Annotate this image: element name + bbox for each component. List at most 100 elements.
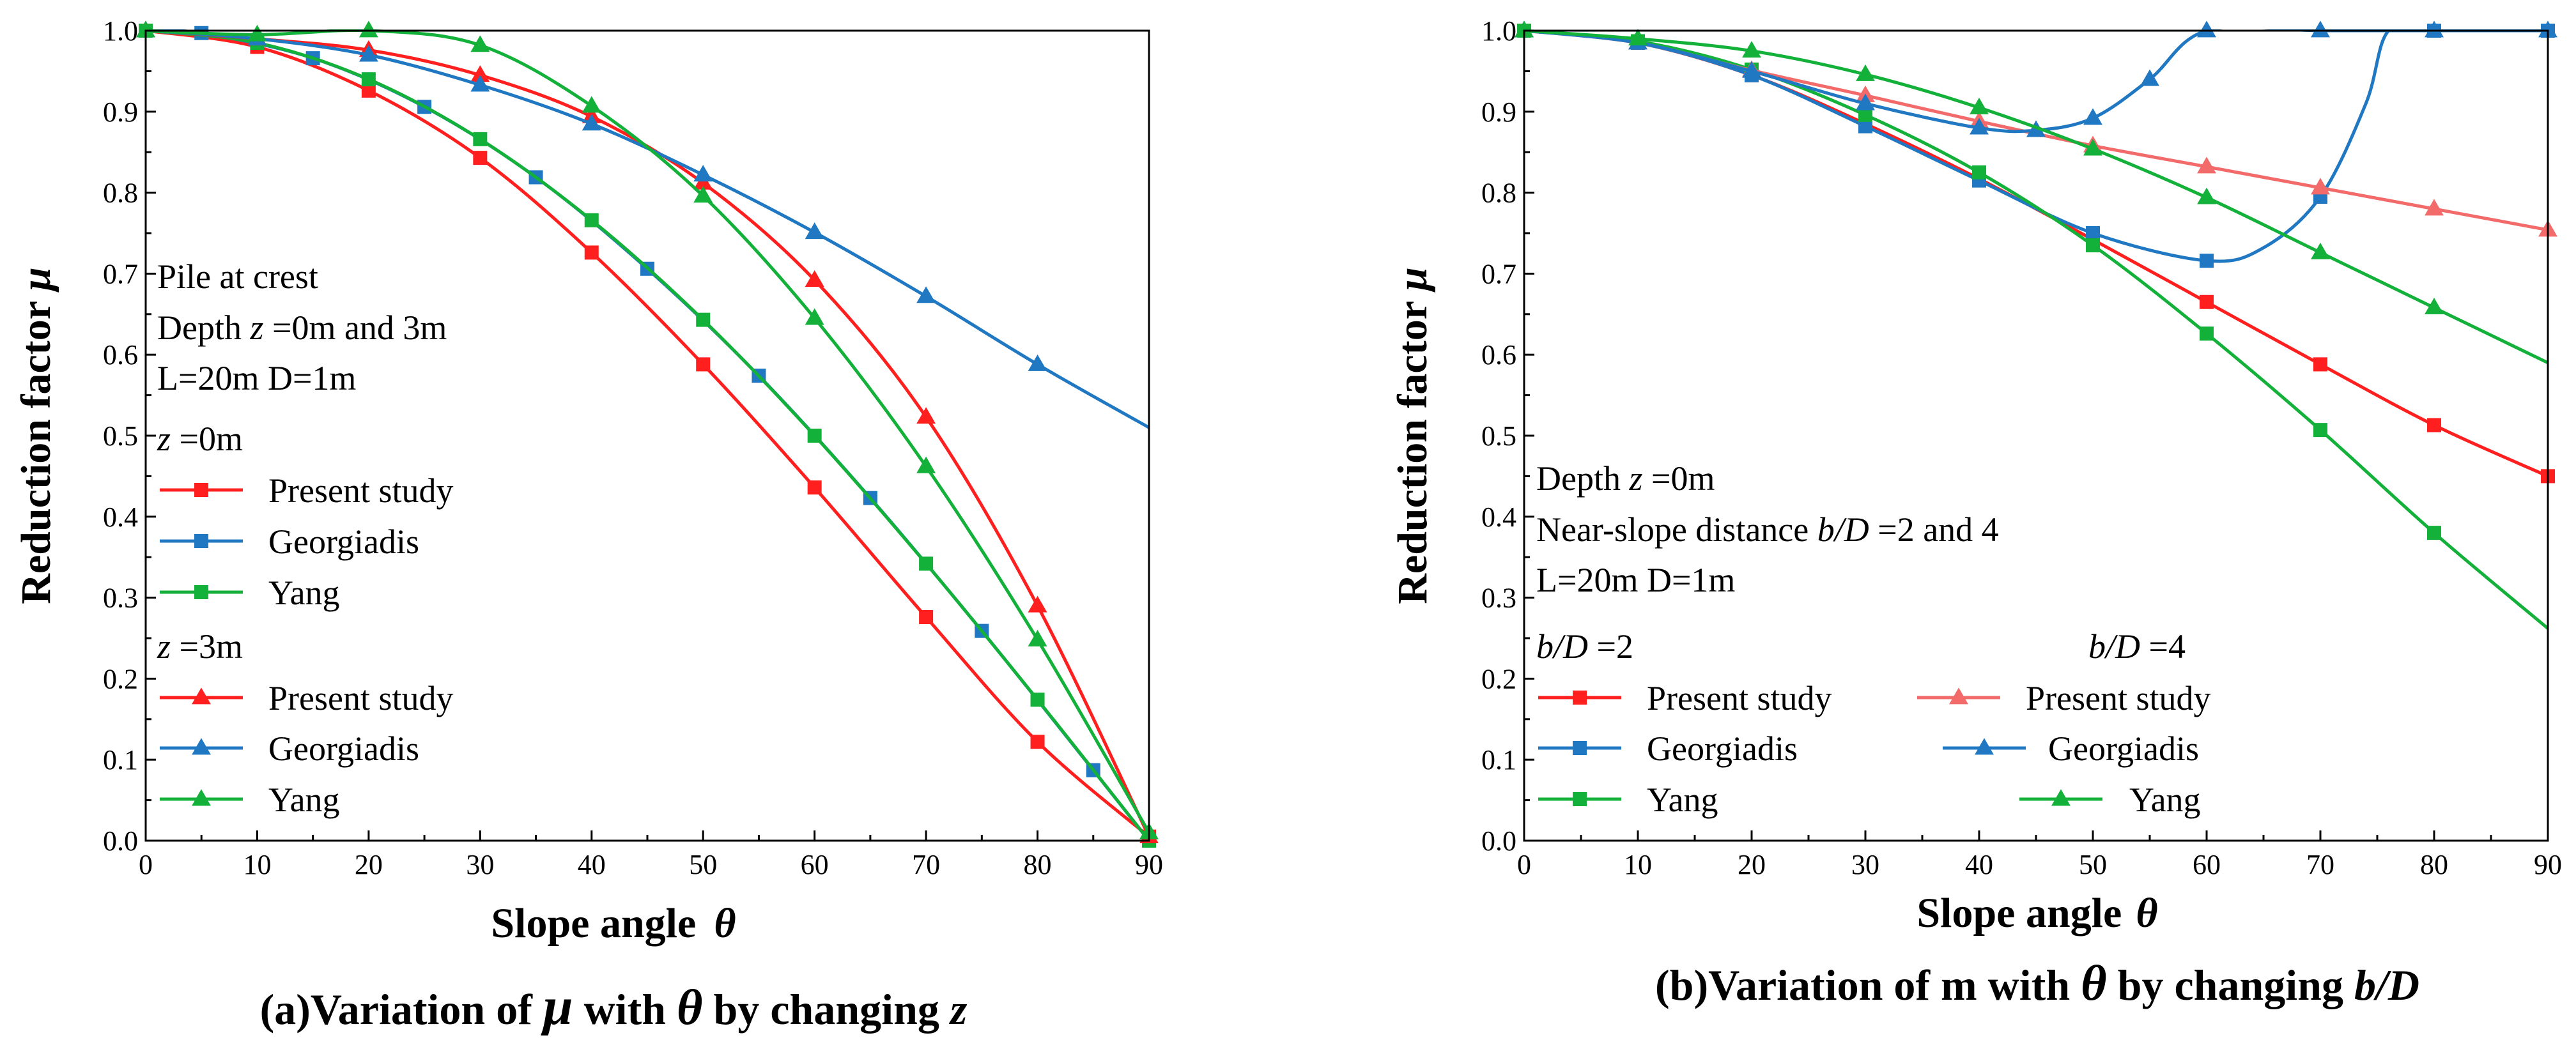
panel-b-y-tick-label: 0.5 bbox=[1481, 420, 1516, 452]
panel-a-point-present-study-z-3m bbox=[1028, 595, 1047, 613]
panel-b-point-present-study-b-d-2 bbox=[2313, 357, 2327, 372]
panel-b-point-georgiadis-b-d-4 bbox=[2538, 20, 2557, 38]
panel-b-y-tick-label: 0.2 bbox=[1481, 663, 1516, 694]
panel-a-point-yang-z-3m bbox=[582, 96, 601, 113]
panel-a-line-georgiadis-z-3m bbox=[145, 29, 1150, 429]
panel-b-point-georgiadis-b-d-4 bbox=[2425, 20, 2444, 38]
panel-b-point-yang-b-d-2 bbox=[2086, 238, 2100, 253]
panel-b-legend-swatch-yang-bd4 bbox=[2019, 789, 2102, 806]
panel-b-point-georgiadis-b-d-4 bbox=[2311, 20, 2330, 38]
panel-b-x-tick-label: 10 bbox=[1624, 849, 1652, 880]
panel-a-x-tick-label: 80 bbox=[1024, 849, 1052, 880]
panel-a-point-georgiadis-z-3m bbox=[916, 286, 936, 303]
panel-a-x-axis-title: Slope angle θ bbox=[491, 900, 736, 947]
panel-a-line-yang-z-0m bbox=[145, 29, 1150, 842]
panel-b-point-yang-b-d-4 bbox=[1628, 29, 1647, 46]
panel-a-x-tick-label: 10 bbox=[243, 849, 271, 880]
panel-b-y-tick-label: 0.3 bbox=[1481, 583, 1516, 614]
panel-a-point-yang-z-0m bbox=[919, 556, 934, 571]
panel-b-point-georgiadis-b-d-2 bbox=[2200, 254, 2214, 268]
panel-a-legend-heading-z3: z =3m bbox=[157, 627, 243, 666]
panel-a-legend-marker-yang-z0 bbox=[194, 585, 208, 599]
panel-a-legend-marker-present-z0 bbox=[194, 483, 208, 497]
panel-b-point-yang-b-d-4 bbox=[2311, 242, 2330, 259]
panel-a-point-present-study-z-0m bbox=[696, 357, 711, 372]
panel-b-y-tick-label: 0.8 bbox=[1481, 178, 1516, 209]
panel-b-legend-swatch-present-bd2 bbox=[1538, 691, 1621, 705]
panel-a-y-tick-label: 0.1 bbox=[103, 744, 138, 776]
panel-a-point-yang-z-3m bbox=[359, 20, 378, 38]
panel-a-x-tick-label: 60 bbox=[801, 849, 829, 880]
panel-b-legend-marker-georgiadis-bd2 bbox=[1573, 741, 1587, 755]
panel-b-x-tick-label: 60 bbox=[2193, 849, 2221, 880]
panel-a-point-yang-z-0m bbox=[361, 72, 376, 87]
panel-a-point-georgiadis-z-3m bbox=[805, 222, 824, 240]
panel-b-y-tick-label: 0.0 bbox=[1481, 825, 1516, 857]
panel-b-legend-label-georgiadis-bd4: Georgiadis bbox=[2048, 730, 2199, 768]
panel-b-point-yang-b-d-4 bbox=[1970, 97, 1989, 114]
panel-a-point-yang-z-3m bbox=[805, 308, 824, 325]
panel-b-x-tick-label: 50 bbox=[2079, 849, 2107, 880]
panel-a-point-present-study-z-0m bbox=[361, 83, 376, 98]
panel-b-point-present-study-b-d-2 bbox=[2427, 418, 2441, 432]
panel-a-x-tick-label: 40 bbox=[578, 849, 606, 880]
panel-b-point-yang-b-d-2 bbox=[2200, 326, 2214, 341]
panel-b-annotation-depth: Depth z =0m bbox=[1536, 459, 1715, 498]
panel-a-annotation-depth: Depth z =0m and 3m bbox=[157, 309, 447, 347]
panel-a-y-tick-label: 0.6 bbox=[103, 339, 138, 371]
panel-a-x-tick-label: 30 bbox=[466, 849, 494, 880]
panel-b-legend-swatch-georgiadis-bd2 bbox=[1538, 741, 1621, 755]
panel-b-point-present-study-b-d-4 bbox=[2425, 199, 2444, 216]
panel-b-point-present-study-b-d-2 bbox=[2200, 294, 2214, 309]
panel-a-point-yang-z-3m bbox=[470, 35, 490, 52]
panel-b-x-axis-title: Slope angle θ bbox=[1917, 890, 2157, 936]
panel-b-annotation-near-slope-distance: Near-slope distance b/D =2 and 4 bbox=[1536, 510, 1999, 549]
panel-a-point-yang-z-3m bbox=[136, 20, 155, 38]
panel-b-x-tick-label: 20 bbox=[1738, 849, 1766, 880]
panel-a-annotation-dimensions: L=20m D=1m bbox=[157, 359, 356, 397]
panel-b-line-yang-b-d-4 bbox=[1523, 29, 2549, 365]
panel-a-x-tick-label: 90 bbox=[1135, 849, 1163, 880]
panel-b-point-yang-b-d-4 bbox=[2083, 139, 2102, 156]
panel-a-point-yang-z-0m bbox=[1030, 692, 1045, 707]
panel-b-legend-heading-bd2: b/D =2 bbox=[1536, 627, 1633, 666]
panel-a-point-georgiadis-z-3m bbox=[1028, 354, 1047, 371]
panel-b-x-tick-label: 30 bbox=[1851, 849, 1879, 880]
panel-b-x-tick-label: 90 bbox=[2534, 849, 2562, 880]
panel-a-legend-label-yang-z3: Yang bbox=[268, 781, 340, 819]
panel-b-point-georgiadis-b-d-4 bbox=[1742, 61, 1761, 78]
panel-b-point-yang-b-d-4 bbox=[1515, 20, 1534, 38]
panel-a-point-present-study-z-3m bbox=[805, 270, 824, 287]
panel-b-point-present-study-b-d-4 bbox=[2197, 157, 2216, 174]
panel-b-y-tick-label: 0.1 bbox=[1481, 744, 1516, 776]
panel-a-legend-heading-z0: z =0m bbox=[157, 420, 243, 458]
panel-b-legend-label-present-bd2: Present study bbox=[1647, 679, 1832, 717]
panel-b-point-georgiadis-b-d-4 bbox=[1856, 93, 1875, 111]
panel-b-legend-heading-bd4: b/D =4 bbox=[2088, 627, 2186, 666]
panel-a-x-tick-label: 20 bbox=[355, 849, 383, 880]
panel-a: 0 10 20 30 40 50 60 70 80 90 0.0 0.1 0.2 0.3 0.4 0.5 0.6… bbox=[13, 15, 1163, 1036]
panel-a-legend: z =0m Present study Georgiadis Yang z =3… bbox=[157, 420, 454, 819]
panel-a-point-yang-z-0m bbox=[584, 213, 599, 227]
panel-a-point-present-study-z-0m bbox=[807, 480, 822, 495]
panel-a-point-present-study-z-3m bbox=[916, 407, 936, 424]
panel-a-y-tick-label: 0.4 bbox=[103, 501, 138, 533]
panel-b-legend-swatch-yang-bd2 bbox=[1538, 792, 1621, 806]
panel-a-ticks: 0 10 20 30 40 50 60 70 80 90 0.0 0.1 0.2 0.3 0.4 0.5 0.6… bbox=[103, 15, 1163, 880]
panel-b-y-tick-label: 1.0 bbox=[1481, 15, 1516, 47]
panel-a-legend-swatch-present-z3 bbox=[160, 687, 243, 705]
panel-a-point-present-study-z-0m bbox=[919, 610, 934, 625]
panel-b-point-yang-b-d-4 bbox=[2425, 298, 2444, 315]
panel-a-point-yang-z-3m bbox=[247, 24, 267, 42]
panel-b-point-georgiadis-b-d-4 bbox=[2197, 20, 2216, 38]
panel-b-y-tick-label: 0.6 bbox=[1481, 339, 1516, 371]
panel-b-point-georgiadis-b-d-2 bbox=[1858, 119, 1872, 134]
panel-a-legend-swatch-yang-z0 bbox=[160, 585, 243, 599]
panel-a-point-georgiadis-z-3m bbox=[470, 75, 490, 92]
panel-b-legend-marker-yang-bd4 bbox=[2051, 789, 2071, 806]
panel-a-y-tick-label: 0.7 bbox=[103, 258, 138, 289]
panel-b-legend-swatch-georgiadis-bd4 bbox=[1943, 738, 2026, 755]
panel-a-legend-label-present-z0: Present study bbox=[268, 471, 454, 510]
panel-a-point-yang-z-0m bbox=[473, 132, 488, 146]
